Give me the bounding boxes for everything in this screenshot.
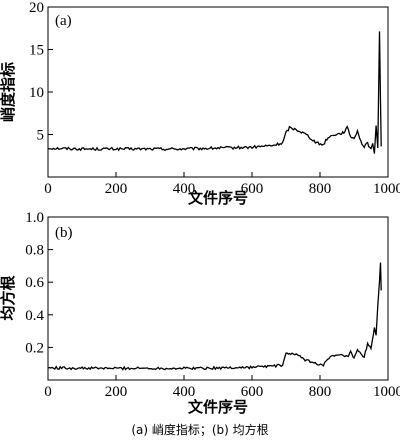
y-tick-label-b: 0.4: [25, 308, 44, 324]
panel-label-b: (b): [55, 225, 73, 241]
panel-b: 0 200 400 600 800 1000 0.2 0.4 0.6 0.8 1.0 (b) 均方根…: [0, 210, 400, 416]
y-tick-label-b: 0.6: [25, 275, 44, 291]
x-axis-title-a: 文件序号: [188, 189, 248, 207]
y-tick-label-b: 0.2: [25, 340, 44, 356]
x-tick-label-a: 800: [309, 181, 332, 197]
ticks-b: 0 200 400 600 800 1000 0.2 0.4 0.6 0.8 1.0: [25, 210, 400, 400]
x-tick-label-b: 0: [44, 384, 52, 400]
x-tick-label-a: 0: [44, 181, 52, 197]
ticks-a: 0 200 400 600 800 1000 5 10 15 20: [29, 0, 400, 197]
y-axis-title-b: 均方根: [0, 275, 17, 320]
y-tick-label-a: 10: [29, 85, 44, 101]
y-tick-label-a: 15: [29, 43, 44, 59]
x-tick-label-a: 600: [241, 181, 264, 197]
plot-frame-a: [47, 6, 389, 178]
plot-frame-b: [47, 216, 389, 381]
x-tick-label-b: 1000: [373, 384, 400, 400]
x-tick-label-a: 1000: [373, 181, 400, 197]
panel-a: 0 200 400 600 800 1000 5 10 15 20 (a) 峭度指标 文件序号: [0, 0, 400, 207]
x-tick-label-b: 200: [105, 384, 128, 400]
figure-caption: (a) 峭度指标；(b) 均方根: [131, 423, 269, 437]
y-tick-label-b: 0.8: [25, 243, 44, 259]
panel-label-a: (a): [55, 13, 72, 29]
x-tick-label-b: 600: [241, 384, 264, 400]
x-axis-title-b: 文件序号: [188, 398, 248, 416]
y-tick-label-a: 20: [29, 0, 44, 16]
y-tick-label-a: 5: [37, 128, 45, 144]
y-tick-label-b: 1.0: [25, 210, 44, 226]
x-tick-label-a: 400: [173, 181, 196, 197]
rms-series-line: [47, 262, 382, 371]
x-tick-label-b: 800: [309, 384, 332, 400]
kurtosis-series-line: [47, 31, 382, 154]
y-axis-title-a: 峭度指标: [0, 62, 17, 122]
x-tick-label-b: 400: [173, 384, 196, 400]
x-tick-label-a: 200: [105, 181, 128, 197]
